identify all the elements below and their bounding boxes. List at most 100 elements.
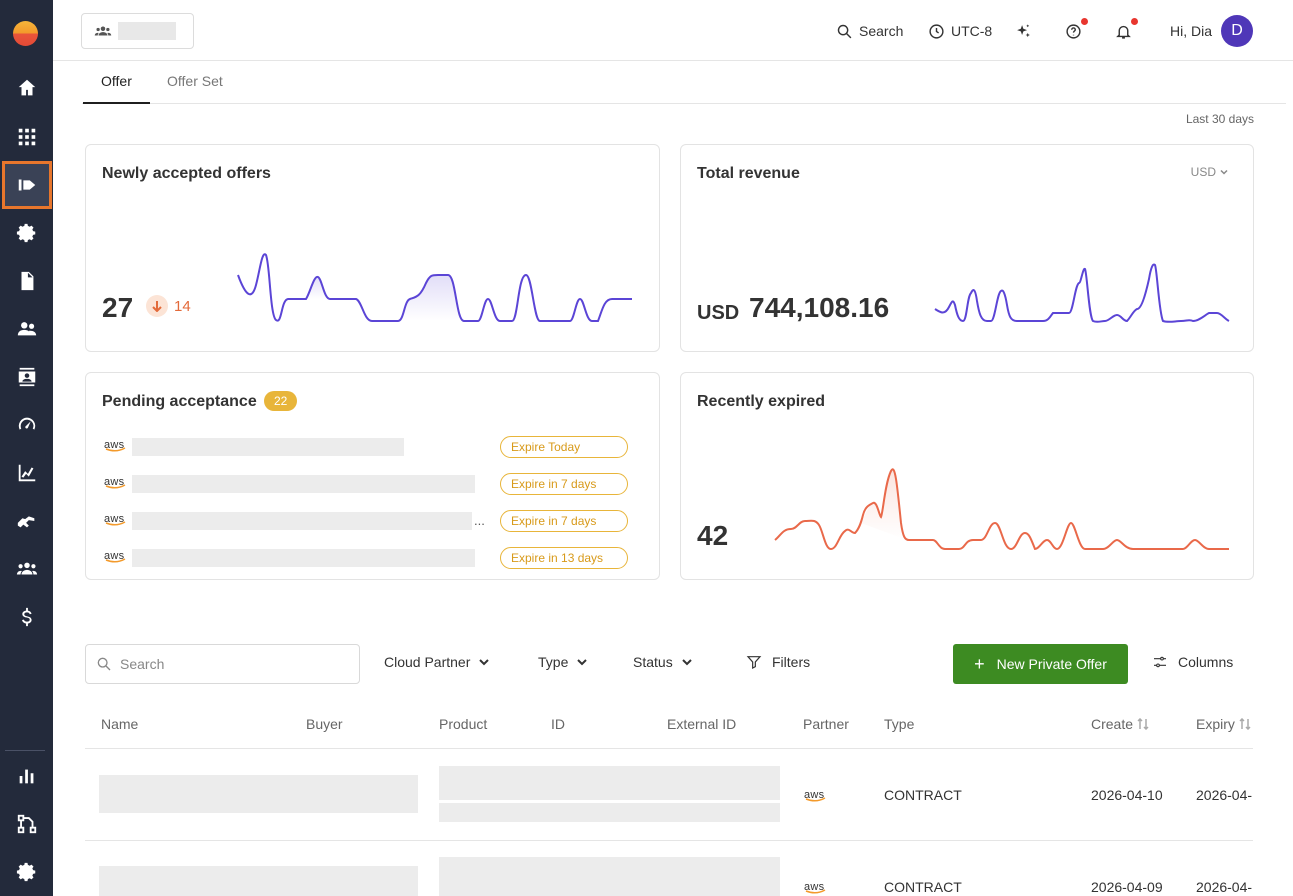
accepted-count: 27	[102, 292, 134, 323]
dropdown-label: Type	[538, 654, 569, 670]
team-icon[interactable]	[0, 549, 53, 589]
dropdown-label: Status	[633, 654, 673, 670]
delta-value: 14	[174, 297, 191, 315]
pending-row[interactable]: aws ... Expire in 7 days	[104, 509, 630, 533]
revenue-sparkline	[934, 263, 1230, 323]
offer-name-redacted	[132, 549, 475, 567]
column-header-buyer[interactable]: Buyer	[306, 716, 343, 732]
expiry-cell: 2026-04-	[1196, 879, 1253, 895]
expired-sparkline	[774, 468, 1229, 551]
expire-tag: Expire in 7 days	[500, 510, 628, 532]
product-redacted	[439, 857, 780, 896]
workflow-icon[interactable]	[0, 804, 53, 844]
users-icon[interactable]	[0, 309, 53, 349]
revenue-currency: USD	[697, 302, 740, 324]
sort-icon	[1137, 718, 1149, 730]
plus-icon: +	[974, 653, 985, 674]
aws-logo: aws	[104, 550, 126, 563]
search-button[interactable]: Search	[836, 20, 903, 42]
pending-row[interactable]: aws Expire Today	[104, 435, 630, 459]
column-header-external-id[interactable]: External ID	[667, 716, 737, 732]
accepted-sparkline	[237, 253, 632, 322]
ai-assistant-button[interactable]	[1015, 20, 1038, 42]
type-cell: CONTRACT	[884, 787, 962, 803]
sidebar-divider	[5, 750, 45, 751]
speedometer-icon[interactable]	[0, 405, 53, 445]
currency-select[interactable]: USD	[1191, 165, 1229, 179]
status-dropdown[interactable]: Status	[633, 654, 693, 670]
columns-button[interactable]: Columns	[1152, 654, 1233, 670]
help-button[interactable]	[1065, 20, 1088, 42]
tab-bar: Offer Offer Set	[82, 62, 1286, 104]
notifications-button[interactable]	[1115, 20, 1138, 42]
group-icon	[94, 26, 112, 36]
bell-icon	[1116, 25, 1131, 39]
card-title: Total revenue	[697, 165, 800, 182]
sidebar	[0, 0, 53, 896]
pending-row[interactable]: aws Expire in 7 days	[104, 472, 630, 496]
apps-grid-icon[interactable]	[0, 117, 53, 157]
app-logo[interactable]	[13, 21, 38, 46]
column-header-type[interactable]: Type	[884, 716, 915, 732]
column-header-product[interactable]: Product	[439, 716, 488, 732]
newly-accepted-card: Newly accepted offers 27 14	[85, 144, 660, 352]
header-label: Create	[1091, 716, 1134, 732]
name-redacted	[99, 866, 418, 896]
settings-icon[interactable]	[0, 852, 53, 892]
truncation-ellipsis: ...	[474, 513, 485, 528]
dollar-icon[interactable]	[0, 597, 53, 637]
create-cell: 2026-04-09	[1091, 879, 1163, 895]
row-divider	[85, 840, 1253, 841]
aws-logo: aws	[804, 881, 826, 894]
column-header-partner[interactable]: Partner	[803, 716, 849, 732]
bar-chart-icon[interactable]	[0, 756, 53, 796]
gear-icon[interactable]	[0, 213, 53, 253]
offers-icon[interactable]	[2, 161, 52, 209]
expiry-cell: 2026-04-	[1196, 787, 1253, 803]
timezone-label: UTC-8	[951, 23, 993, 39]
column-header-id[interactable]: ID	[551, 716, 565, 732]
type-cell: CONTRACT	[884, 879, 962, 895]
document-icon[interactable]	[0, 261, 53, 301]
total-revenue-card: Total revenue USD USD 744,108.16	[680, 144, 1254, 352]
contacts-icon[interactable]	[0, 357, 53, 397]
expire-tag: Expire in 7 days	[500, 473, 628, 495]
notification-dot	[1131, 18, 1138, 25]
greeting: Hi, Dia	[1170, 23, 1213, 39]
timezone-button[interactable]: UTC-8	[928, 20, 992, 42]
search-input[interactable]	[120, 656, 340, 672]
filters-button[interactable]: Filters	[746, 654, 810, 670]
pending-row[interactable]: aws Expire in 13 days	[104, 546, 630, 570]
card-title: Newly accepted offers	[102, 165, 271, 182]
org-switcher[interactable]	[81, 13, 194, 49]
columns-label: Columns	[1178, 654, 1234, 670]
aws-logo: aws	[804, 789, 826, 802]
product-redacted	[439, 766, 780, 800]
column-header-create[interactable]: Create	[1091, 716, 1149, 732]
clock-icon	[929, 23, 944, 39]
analytics-icon[interactable]	[0, 453, 53, 493]
create-cell: 2026-04-10	[1091, 787, 1163, 803]
help-icon	[1066, 23, 1081, 39]
expired-count: 42	[697, 520, 729, 551]
sparkle-icon	[1017, 23, 1030, 37]
home-icon[interactable]	[0, 68, 53, 108]
date-range[interactable]: Last 30 days	[1185, 112, 1254, 126]
tab-offer-set[interactable]: Offer Set	[167, 73, 223, 89]
aws-logo: aws	[104, 476, 126, 489]
cloud-partner-dropdown[interactable]: Cloud Partner	[384, 654, 490, 670]
tab-offer[interactable]: Offer	[83, 62, 150, 104]
accepted-delta: 14	[146, 295, 191, 317]
sort-icon	[1239, 718, 1251, 730]
avatar[interactable]: D	[1221, 15, 1253, 47]
column-header-name[interactable]: Name	[101, 716, 139, 732]
new-private-offer-button[interactable]: + New Private Offer	[953, 644, 1128, 684]
org-name-redacted	[118, 22, 176, 40]
expire-tag: Expire Today	[500, 436, 628, 458]
column-header-expiry[interactable]: Expiry	[1196, 716, 1251, 732]
table-search[interactable]	[85, 644, 360, 684]
card-title: Recently expired	[697, 393, 826, 410]
type-dropdown[interactable]: Type	[538, 654, 588, 670]
header-divider	[85, 748, 1253, 749]
handshake-icon[interactable]	[0, 501, 53, 541]
